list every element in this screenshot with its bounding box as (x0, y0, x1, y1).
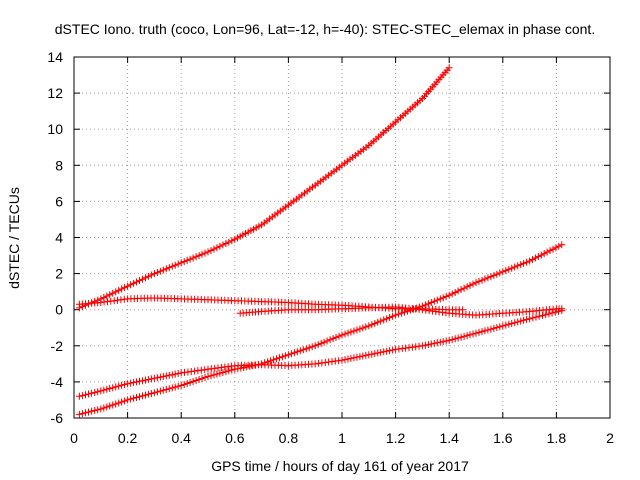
series-markers (75, 307, 566, 400)
x-tick-label: 0.2 (118, 430, 138, 446)
x-tick-label: 1.2 (386, 430, 406, 446)
x-axis-label: GPS time / hours of day 161 of year 2017 (211, 458, 469, 474)
x-tick-label: 1.6 (493, 430, 513, 446)
series-markers (75, 241, 566, 418)
x-tick-label: 0.6 (225, 430, 245, 446)
x-tick-label: 0.4 (171, 430, 191, 446)
series-1 (75, 64, 453, 312)
y-axis: -6 -4 -2 0 2 4 6 8 10 12 14 (47, 49, 610, 426)
series-4 (75, 241, 566, 418)
series-markers (75, 64, 453, 312)
x-tick-label: 2 (606, 430, 614, 446)
chart-title: dSTEC Iono. truth (coco, Lon=96, Lat=-12… (55, 21, 595, 37)
x-tick-label: 0.8 (279, 430, 299, 446)
series-line (79, 67, 450, 309)
y-tick-label: 0 (55, 302, 63, 318)
y-tick-label: 14 (47, 49, 63, 65)
y-tick-label: -2 (51, 338, 64, 354)
y-tick-label: 8 (55, 157, 63, 173)
y-axis-label: dSTEC / TECUs (6, 187, 22, 289)
series-5 (75, 307, 566, 400)
y-tick-label: -6 (51, 410, 64, 426)
plot-series (75, 64, 566, 418)
plot-frame (73, 56, 611, 419)
y-tick-label: 12 (47, 85, 63, 101)
x-tick-label: 1 (338, 430, 346, 446)
x-tick-label: 1.4 (439, 430, 459, 446)
x-tick-label: 0 (70, 430, 78, 446)
y-tick-label: 2 (55, 266, 63, 282)
grid (74, 57, 610, 418)
series-markers (236, 303, 566, 319)
x-tick-label: 1.8 (547, 430, 567, 446)
series-line (79, 310, 562, 397)
y-tick-label: 4 (55, 230, 63, 246)
series-3 (236, 303, 566, 319)
y-tick-label: 6 (55, 193, 63, 209)
y-tick-label: 10 (47, 121, 63, 137)
x-axis: 0 0.2 0.4 0.6 0.8 1 1.2 1.4 1.6 1.8 2 (70, 57, 614, 446)
y-tick-label: -4 (51, 374, 64, 390)
